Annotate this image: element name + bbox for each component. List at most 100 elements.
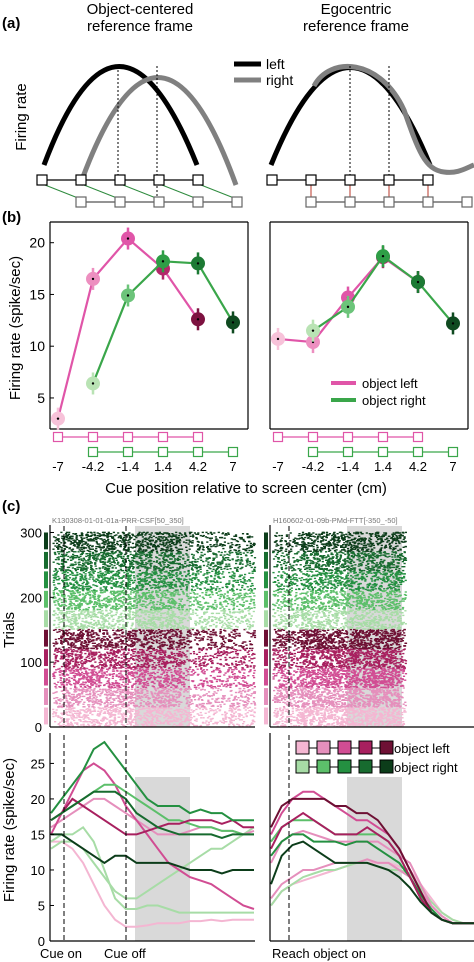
raster-spike	[219, 704, 222, 706]
raster-spike	[75, 695, 78, 698]
raster-spike	[232, 715, 235, 718]
raster-spike	[172, 687, 175, 690]
raster-spike	[76, 625, 79, 628]
raster-spike	[115, 630, 118, 632]
raster-spike	[105, 671, 108, 673]
raster-spike	[156, 650, 159, 652]
raster-spike	[111, 675, 115, 677]
raster-spike	[203, 630, 206, 633]
raster-spike	[62, 723, 65, 725]
raster-spike	[209, 710, 212, 712]
raster-spike	[69, 659, 72, 661]
raster-spike	[181, 636, 184, 639]
raster-spike	[102, 619, 105, 621]
raster-spike	[222, 612, 225, 615]
raster-spike	[210, 647, 213, 649]
raster-spike	[66, 724, 69, 726]
raster-spike	[160, 630, 164, 632]
raster-spike	[145, 606, 148, 609]
raster-spike	[142, 658, 145, 660]
raster-spike	[224, 711, 227, 713]
raster-spike	[57, 681, 60, 683]
raster-spike	[141, 643, 144, 645]
raster-spike	[122, 719, 125, 721]
raster-spike	[120, 723, 123, 725]
raster-spike	[152, 716, 155, 718]
raster-spike	[83, 713, 86, 716]
raster-spike	[247, 653, 250, 655]
raster-spike	[121, 635, 124, 637]
raster-spike	[87, 625, 90, 627]
raster-spike	[138, 625, 141, 627]
raster-spike	[108, 678, 111, 680]
raster-spike	[113, 637, 116, 639]
raster-spike	[87, 678, 90, 681]
tuning-point-center	[451, 322, 455, 325]
raster-spike	[65, 653, 68, 655]
raster-spike	[74, 686, 77, 688]
raster-spike	[198, 647, 201, 650]
raster-spike	[122, 706, 125, 709]
raster-spike	[68, 714, 71, 716]
raster-spike	[254, 704, 257, 706]
raster-spike	[68, 724, 71, 727]
raster-spike	[52, 715, 55, 718]
raster-spike	[83, 706, 86, 708]
raster-spike	[164, 650, 167, 652]
raster-spike	[243, 669, 246, 671]
raster-spike	[172, 675, 175, 677]
raster-spike	[208, 616, 211, 618]
raster-spike	[228, 675, 231, 677]
raster-spike	[149, 629, 152, 631]
raster-spike	[113, 719, 117, 721]
raster-spike	[231, 711, 234, 713]
raster-spike	[186, 658, 189, 661]
raster-spike	[176, 680, 179, 683]
raster-spike	[198, 656, 201, 658]
raster-spike	[90, 629, 94, 631]
raster-spike	[60, 665, 64, 668]
raster-spike	[109, 695, 112, 697]
raster-spike	[143, 638, 146, 641]
raster-spike	[87, 660, 90, 662]
raster-spike	[104, 636, 107, 638]
raster-spike	[109, 609, 112, 611]
raster-spike	[205, 724, 209, 726]
raster-spike	[196, 705, 199, 707]
raster-spike	[61, 725, 64, 727]
raster-spike	[178, 617, 181, 620]
raster-spike	[65, 713, 68, 716]
raster-spike	[185, 614, 188, 616]
raster-spike	[174, 630, 177, 633]
raster-spike	[104, 645, 107, 648]
raster-spike	[60, 641, 63, 644]
tuning-point-center	[126, 237, 130, 240]
raster-spike	[218, 667, 221, 670]
raster-spike	[231, 664, 234, 666]
raster-spike	[234, 695, 237, 698]
raster-spike	[96, 721, 99, 723]
raster-spike	[169, 645, 172, 647]
raster-spike	[238, 645, 241, 647]
raster-spike	[186, 700, 189, 702]
raster-spike	[114, 614, 117, 616]
raster-spike	[204, 665, 207, 667]
raster-spike	[187, 673, 190, 676]
raster-spike	[72, 667, 75, 669]
raster-spike	[143, 665, 146, 668]
raster-spike	[198, 651, 201, 653]
raster-spike	[81, 624, 85, 626]
raster-spike	[100, 647, 103, 649]
raster-spike	[105, 697, 108, 699]
raster-spike	[96, 616, 99, 618]
raster-spike	[140, 664, 143, 666]
raster-spike	[200, 627, 203, 629]
raster-spike	[133, 651, 136, 653]
raster-spike	[53, 614, 56, 616]
raster-spike	[188, 616, 191, 618]
raster-spike	[96, 699, 99, 701]
raster-spike	[190, 699, 193, 701]
raster-spike	[120, 674, 123, 676]
raster-spike	[219, 607, 222, 609]
raster-spike	[84, 681, 88, 683]
